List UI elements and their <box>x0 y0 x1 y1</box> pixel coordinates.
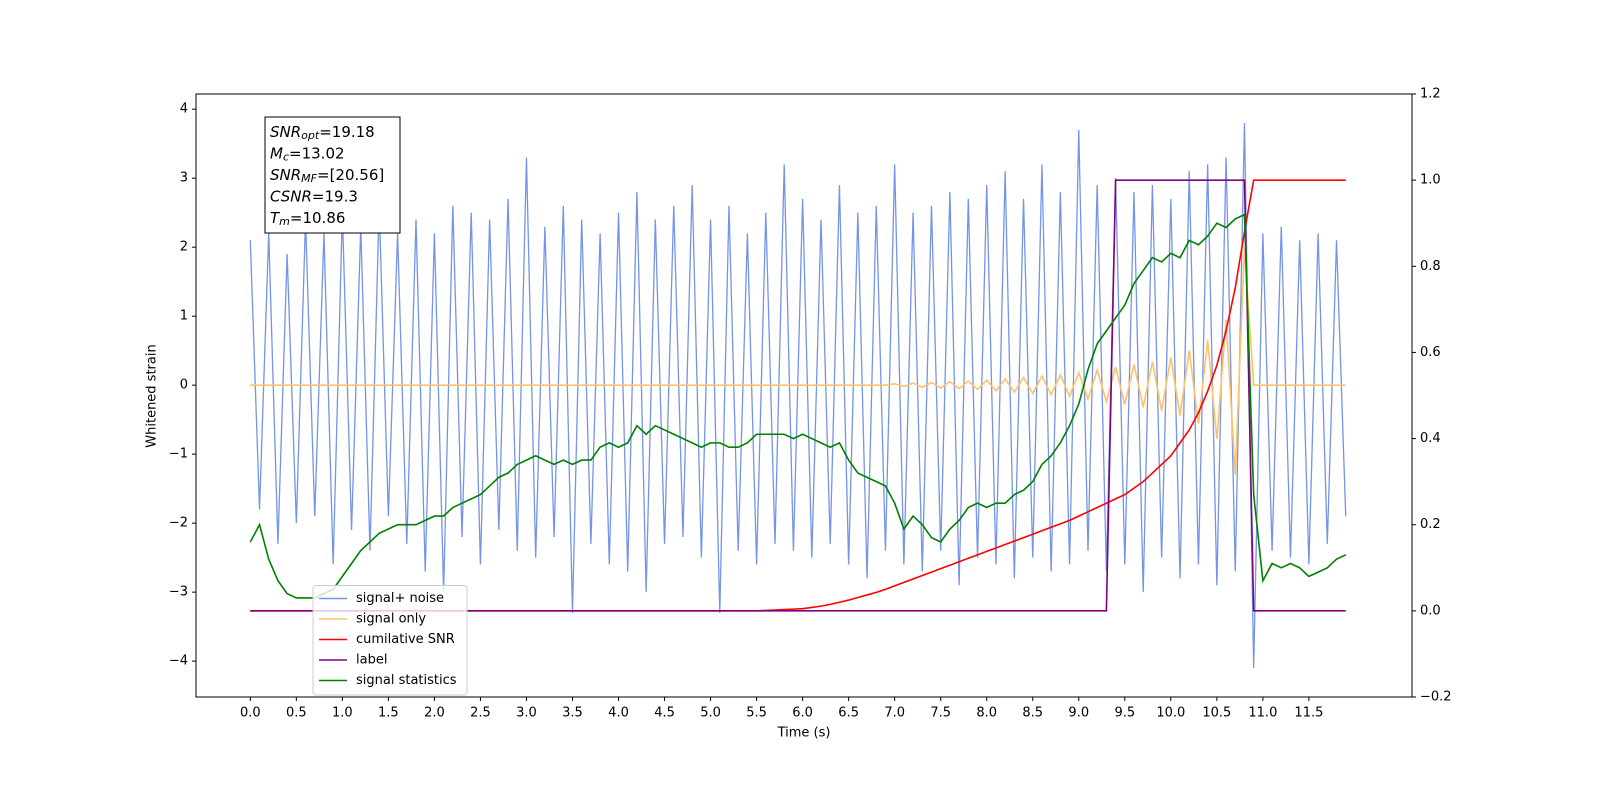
annotation-subscript: opt <box>301 129 320 142</box>
x-tick-label: 5.0 <box>700 706 721 721</box>
legend-label: signal+ noise <box>356 591 444 606</box>
y2-tick-label: 0.4 <box>1420 431 1441 446</box>
y-tick-label: 1 <box>180 309 188 324</box>
legend-label: label <box>356 653 387 668</box>
annotation-line: SNRopt=19.18 <box>270 123 375 143</box>
x-tick-label: 4.0 <box>608 706 629 721</box>
annotation-line: CSNR=19.3 <box>270 187 358 205</box>
x-tick-label: 0.0 <box>240 706 261 721</box>
annotation-subscript: c <box>283 151 289 164</box>
legend-label: cumilative SNR <box>356 632 455 647</box>
y2-tick-label: 0.2 <box>1420 517 1441 532</box>
legend-label: signal statistics <box>356 673 457 688</box>
y2-tick-label: −0.2 <box>1420 690 1452 705</box>
annotation-symbol: CSNR <box>270 187 312 205</box>
series-line <box>249 122 1347 669</box>
x-tick-label: 2.5 <box>470 706 491 721</box>
y-axis-label: Whitened strain <box>145 344 160 447</box>
x-tick-label: 7.5 <box>930 706 951 721</box>
x-tick-label: 1.5 <box>378 706 399 721</box>
y-tick-label: 0 <box>180 378 188 393</box>
x-tick-label: 9.5 <box>1114 706 1135 721</box>
annotation-box: SNRopt=19.18Mc=13.02SNRMF=[20.56]CSNR=19… <box>264 116 401 234</box>
annotation-symbol: T <box>270 209 281 227</box>
plot-frame <box>195 93 1413 698</box>
y-tick-label: 4 <box>180 102 188 117</box>
y-tick-label: −4 <box>169 654 188 669</box>
x-tick-label: 5.5 <box>746 706 767 721</box>
x-tick-label: 4.5 <box>654 706 675 721</box>
annotation-frame <box>264 116 401 234</box>
annotation-line: Mc=13.02 <box>270 144 345 164</box>
y-tick-label: 2 <box>180 240 188 255</box>
annotation-symbol: SNR <box>270 123 301 141</box>
annotation-text: =13.02 <box>289 144 345 162</box>
y2-tick-label: 0.6 <box>1420 345 1441 360</box>
y2-tick-label: 0.0 <box>1420 603 1441 618</box>
x-tick-label: 0.5 <box>286 706 307 721</box>
annotation-subscript: m <box>279 215 290 228</box>
annotation-line: Tm=10.86 <box>270 209 345 229</box>
legend-label: signal only <box>356 612 426 627</box>
x-tick-label: 3.0 <box>516 706 537 721</box>
x-tick-label: 10.5 <box>1202 706 1231 721</box>
x-tick-label: 6.5 <box>838 706 859 721</box>
annotation-subscript: MF <box>301 172 317 185</box>
annotation-text: =10.86 <box>290 209 346 227</box>
annotation-text: =19.18 <box>319 123 375 141</box>
x-tick-label: 3.5 <box>562 706 583 721</box>
y-tick-label: −1 <box>169 447 188 462</box>
y-tick-label: 3 <box>180 171 188 186</box>
y2-tick-label: 0.8 <box>1420 259 1441 274</box>
annotation-text: =19.3 <box>312 187 358 205</box>
x-tick-label: 11.0 <box>1248 706 1277 721</box>
x-tick-label: 8.0 <box>976 706 997 721</box>
legend: signal+ noise signal only cumilative SNR la… <box>312 585 468 696</box>
annotation-symbol: SNR <box>270 166 301 184</box>
annotation-text: =[20.56] <box>317 166 384 184</box>
y2-tick-label: 1.0 <box>1420 173 1441 188</box>
series-line <box>249 213 1347 599</box>
x-tick-label: 6.0 <box>792 706 813 721</box>
legend-frame <box>312 585 468 696</box>
y-tick-label: −3 <box>169 585 188 600</box>
y2-tick-label: 1.2 <box>1420 87 1441 102</box>
annotation-line: SNRMF=[20.56] <box>270 166 384 186</box>
x-tick-label: 8.5 <box>1022 706 1043 721</box>
y-tick-label: −2 <box>169 516 188 531</box>
x-tick-label: 9.0 <box>1068 706 1089 721</box>
x-tick-label: 2.0 <box>424 706 445 721</box>
annotation-symbol: M <box>270 144 283 162</box>
x-tick-label: 11.5 <box>1294 706 1323 721</box>
x-tick-label: 1.0 <box>332 706 353 721</box>
x-axis-label: Time (s) <box>777 726 831 741</box>
x-tick-label: 10.0 <box>1156 706 1185 721</box>
series-line <box>250 247 1346 475</box>
x-tick-label: 7.0 <box>884 706 905 721</box>
